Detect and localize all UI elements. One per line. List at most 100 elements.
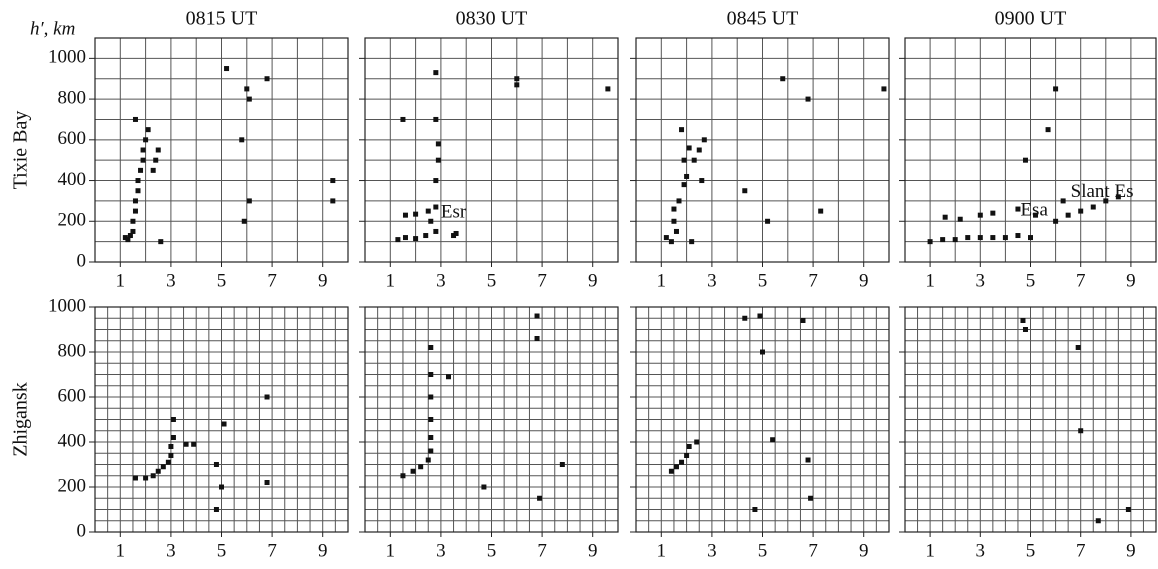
trace-point <box>757 314 762 319</box>
trace-point <box>143 137 148 142</box>
trace-point <box>428 395 433 400</box>
trace-point <box>330 178 335 183</box>
trace-point <box>514 76 519 81</box>
trace-point <box>418 464 423 469</box>
trace-point <box>742 188 747 193</box>
trace-point <box>133 209 138 214</box>
x-tick-label: 3 <box>166 270 176 291</box>
trace-point <box>1078 428 1083 433</box>
x-tick-label: 7 <box>267 540 277 561</box>
trace-point <box>687 145 692 150</box>
x-tick-label: 5 <box>758 540 768 561</box>
trace-point <box>682 182 687 187</box>
trace-point <box>514 82 519 87</box>
trace-point <box>689 239 694 244</box>
trace-point <box>881 86 886 91</box>
x-tick-label: 1 <box>386 270 396 291</box>
trace-point <box>682 158 687 163</box>
trace-point <box>428 219 433 224</box>
trace-point <box>428 372 433 377</box>
trace-point <box>978 235 983 240</box>
trace-point <box>780 76 785 81</box>
trace-point <box>146 127 151 132</box>
trace-point <box>214 507 219 512</box>
trace-point <box>537 496 542 501</box>
trace-point <box>605 86 610 91</box>
y-tick-label: 200 <box>58 475 87 496</box>
x-tick-label: 3 <box>707 540 717 561</box>
trace-point <box>247 198 252 203</box>
trace-point <box>684 174 689 179</box>
trace-point <box>1126 507 1131 512</box>
trace-point <box>143 476 148 481</box>
trace-point <box>687 444 692 449</box>
trace-point <box>1046 127 1051 132</box>
x-tick-label: 1 <box>116 270 126 291</box>
trace-point <box>978 213 983 218</box>
trace-point <box>808 496 813 501</box>
row-label: Tixie Bay <box>10 111 32 190</box>
trace-point <box>265 480 270 485</box>
x-tick-label: 3 <box>436 270 446 291</box>
trace-point <box>1091 205 1096 210</box>
x-tick-label: 5 <box>758 270 768 291</box>
y-tick-label: 200 <box>58 210 87 231</box>
trace-point <box>664 235 669 240</box>
trace-point <box>151 168 156 173</box>
annotation: Esa <box>1020 199 1048 220</box>
trace-point <box>990 211 995 216</box>
x-tick-label: 7 <box>808 540 818 561</box>
trace-point <box>158 239 163 244</box>
trace-point <box>156 469 161 474</box>
trace-point <box>1023 327 1028 332</box>
trace-point <box>677 198 682 203</box>
y-tick-label: 1000 <box>48 295 86 316</box>
trace-point <box>265 76 270 81</box>
trace-point <box>428 417 433 422</box>
annotation: Esr <box>441 201 467 222</box>
trace-point <box>244 86 249 91</box>
trace-point <box>684 453 689 458</box>
x-tick-label: 1 <box>386 540 396 561</box>
trace-point <box>1015 233 1020 238</box>
trace-point <box>219 485 224 490</box>
x-tick-label: 7 <box>1076 540 1086 561</box>
trace-point <box>990 235 995 240</box>
x-tick-label: 9 <box>1126 540 1136 561</box>
trace-point <box>818 209 823 214</box>
axis-label: h′, km <box>30 18 75 39</box>
y-tick-label: 0 <box>77 520 87 541</box>
trace-point <box>752 507 757 512</box>
trace-point <box>436 158 441 163</box>
trace-point <box>1053 86 1058 91</box>
trace-point <box>166 460 171 465</box>
trace-point <box>679 460 684 465</box>
trace-point <box>138 168 143 173</box>
trace-point <box>156 148 161 153</box>
trace-point <box>413 212 418 217</box>
trace-point <box>1078 209 1083 214</box>
trace-point <box>806 458 811 463</box>
trace-point <box>224 66 229 71</box>
trace-point <box>671 219 676 224</box>
trace-point <box>765 219 770 224</box>
trace-point <box>239 137 244 142</box>
trace-point <box>806 97 811 102</box>
trace-point <box>136 178 141 183</box>
x-tick-label: 3 <box>976 540 986 561</box>
trace-point <box>481 485 486 490</box>
figure: 13579020040060080010000815 UTh′, kmTixie… <box>0 0 1158 569</box>
trace-point <box>413 236 418 241</box>
trace-point <box>423 233 428 238</box>
trace-point <box>184 442 189 447</box>
trace-point <box>535 336 540 341</box>
trace-point <box>1096 518 1101 523</box>
trace-point <box>535 314 540 319</box>
x-tick-label: 7 <box>808 270 818 291</box>
x-tick-label: 3 <box>166 540 176 561</box>
x-tick-label: 9 <box>318 540 328 561</box>
trace-point <box>428 345 433 350</box>
x-tick-label: 5 <box>217 540 227 561</box>
trace-point <box>411 469 416 474</box>
x-tick-label: 9 <box>859 540 869 561</box>
